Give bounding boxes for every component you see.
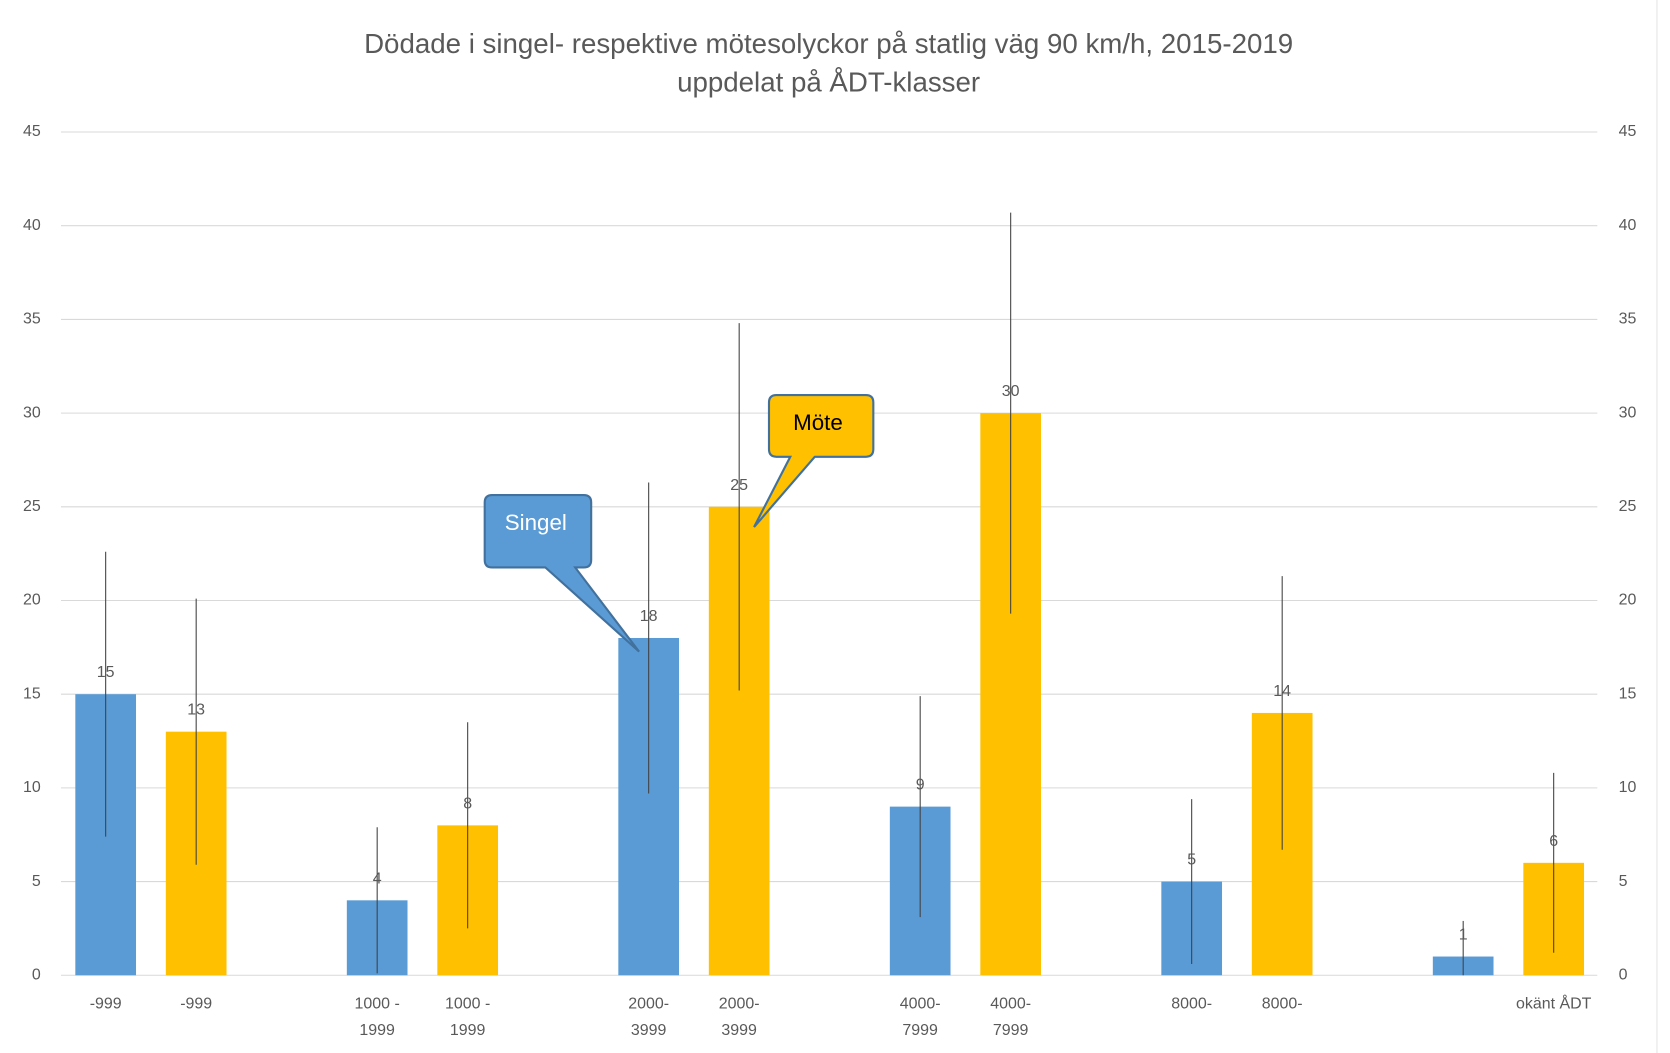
y2-tick-label: 25 — [1619, 498, 1637, 515]
data-label: 15 — [97, 664, 115, 681]
x-tick-label: 1000 -1999 — [445, 995, 490, 1039]
data-label: 25 — [730, 477, 748, 494]
x-tick-label: 2000-3999 — [628, 995, 669, 1039]
x-tick-label: -999 — [180, 995, 212, 1012]
x-tick-label: 2000-3999 — [719, 995, 760, 1039]
y-tick-label: 25 — [23, 498, 41, 515]
data-label: 5 — [1187, 852, 1196, 869]
data-label: 6 — [1549, 833, 1558, 850]
chart-subtitle: uppdelat på ÅDT-klasser — [677, 67, 980, 98]
data-label: 9 — [916, 777, 925, 794]
y-tick-label: 15 — [23, 685, 41, 702]
legend-entry: Singel — [505, 510, 567, 535]
y-tick-label: 10 — [23, 779, 41, 796]
x-tick-label: 8000- — [1262, 995, 1303, 1012]
chart-title: Dödade i singel- respektive mötesolyckor… — [364, 28, 1293, 59]
y2-tick-label: 45 — [1619, 123, 1637, 140]
x-tick-label: 1000 -1999 — [355, 995, 400, 1039]
y2-tick-label: 40 — [1619, 217, 1637, 234]
y-tick-label: 35 — [23, 311, 41, 328]
data-label: 4 — [373, 870, 382, 887]
y2-tick-label: 5 — [1619, 873, 1628, 890]
y-tick-label: 5 — [32, 873, 41, 890]
data-label: 13 — [187, 702, 205, 719]
data-label: 1 — [1459, 927, 1468, 944]
legend-entry: Möte — [793, 410, 843, 435]
y-tick-label: 45 — [23, 123, 41, 140]
y-tick-label: 40 — [23, 217, 41, 234]
mote-callout — [753, 393, 875, 528]
y-tick-label: 20 — [23, 592, 41, 609]
x-tick-label: -999 — [90, 995, 122, 1012]
x-tick-label: 4000-7999 — [900, 995, 941, 1039]
data-label: 18 — [640, 608, 658, 625]
y-tick-label: 0 — [32, 966, 41, 983]
y-tick-label: 30 — [23, 404, 41, 421]
y2-tick-label: 30 — [1619, 404, 1637, 421]
y2-tick-label: 15 — [1619, 685, 1637, 702]
x-tick-label: okänt ÅDT — [1516, 993, 1592, 1012]
y2-tick-label: 10 — [1619, 779, 1637, 796]
data-label: 14 — [1273, 683, 1291, 700]
data-label: 8 — [463, 795, 472, 812]
y2-tick-label: 20 — [1619, 592, 1637, 609]
data-label: 30 — [1002, 383, 1020, 400]
x-tick-label: 8000- — [1171, 995, 1212, 1012]
y2-tick-label: 35 — [1619, 311, 1637, 328]
y2-tick-label: 0 — [1619, 966, 1628, 983]
callouts: Singel Möte — [483, 393, 875, 653]
singel-callout — [483, 494, 640, 653]
x-tick-label: 4000-7999 — [990, 995, 1031, 1039]
